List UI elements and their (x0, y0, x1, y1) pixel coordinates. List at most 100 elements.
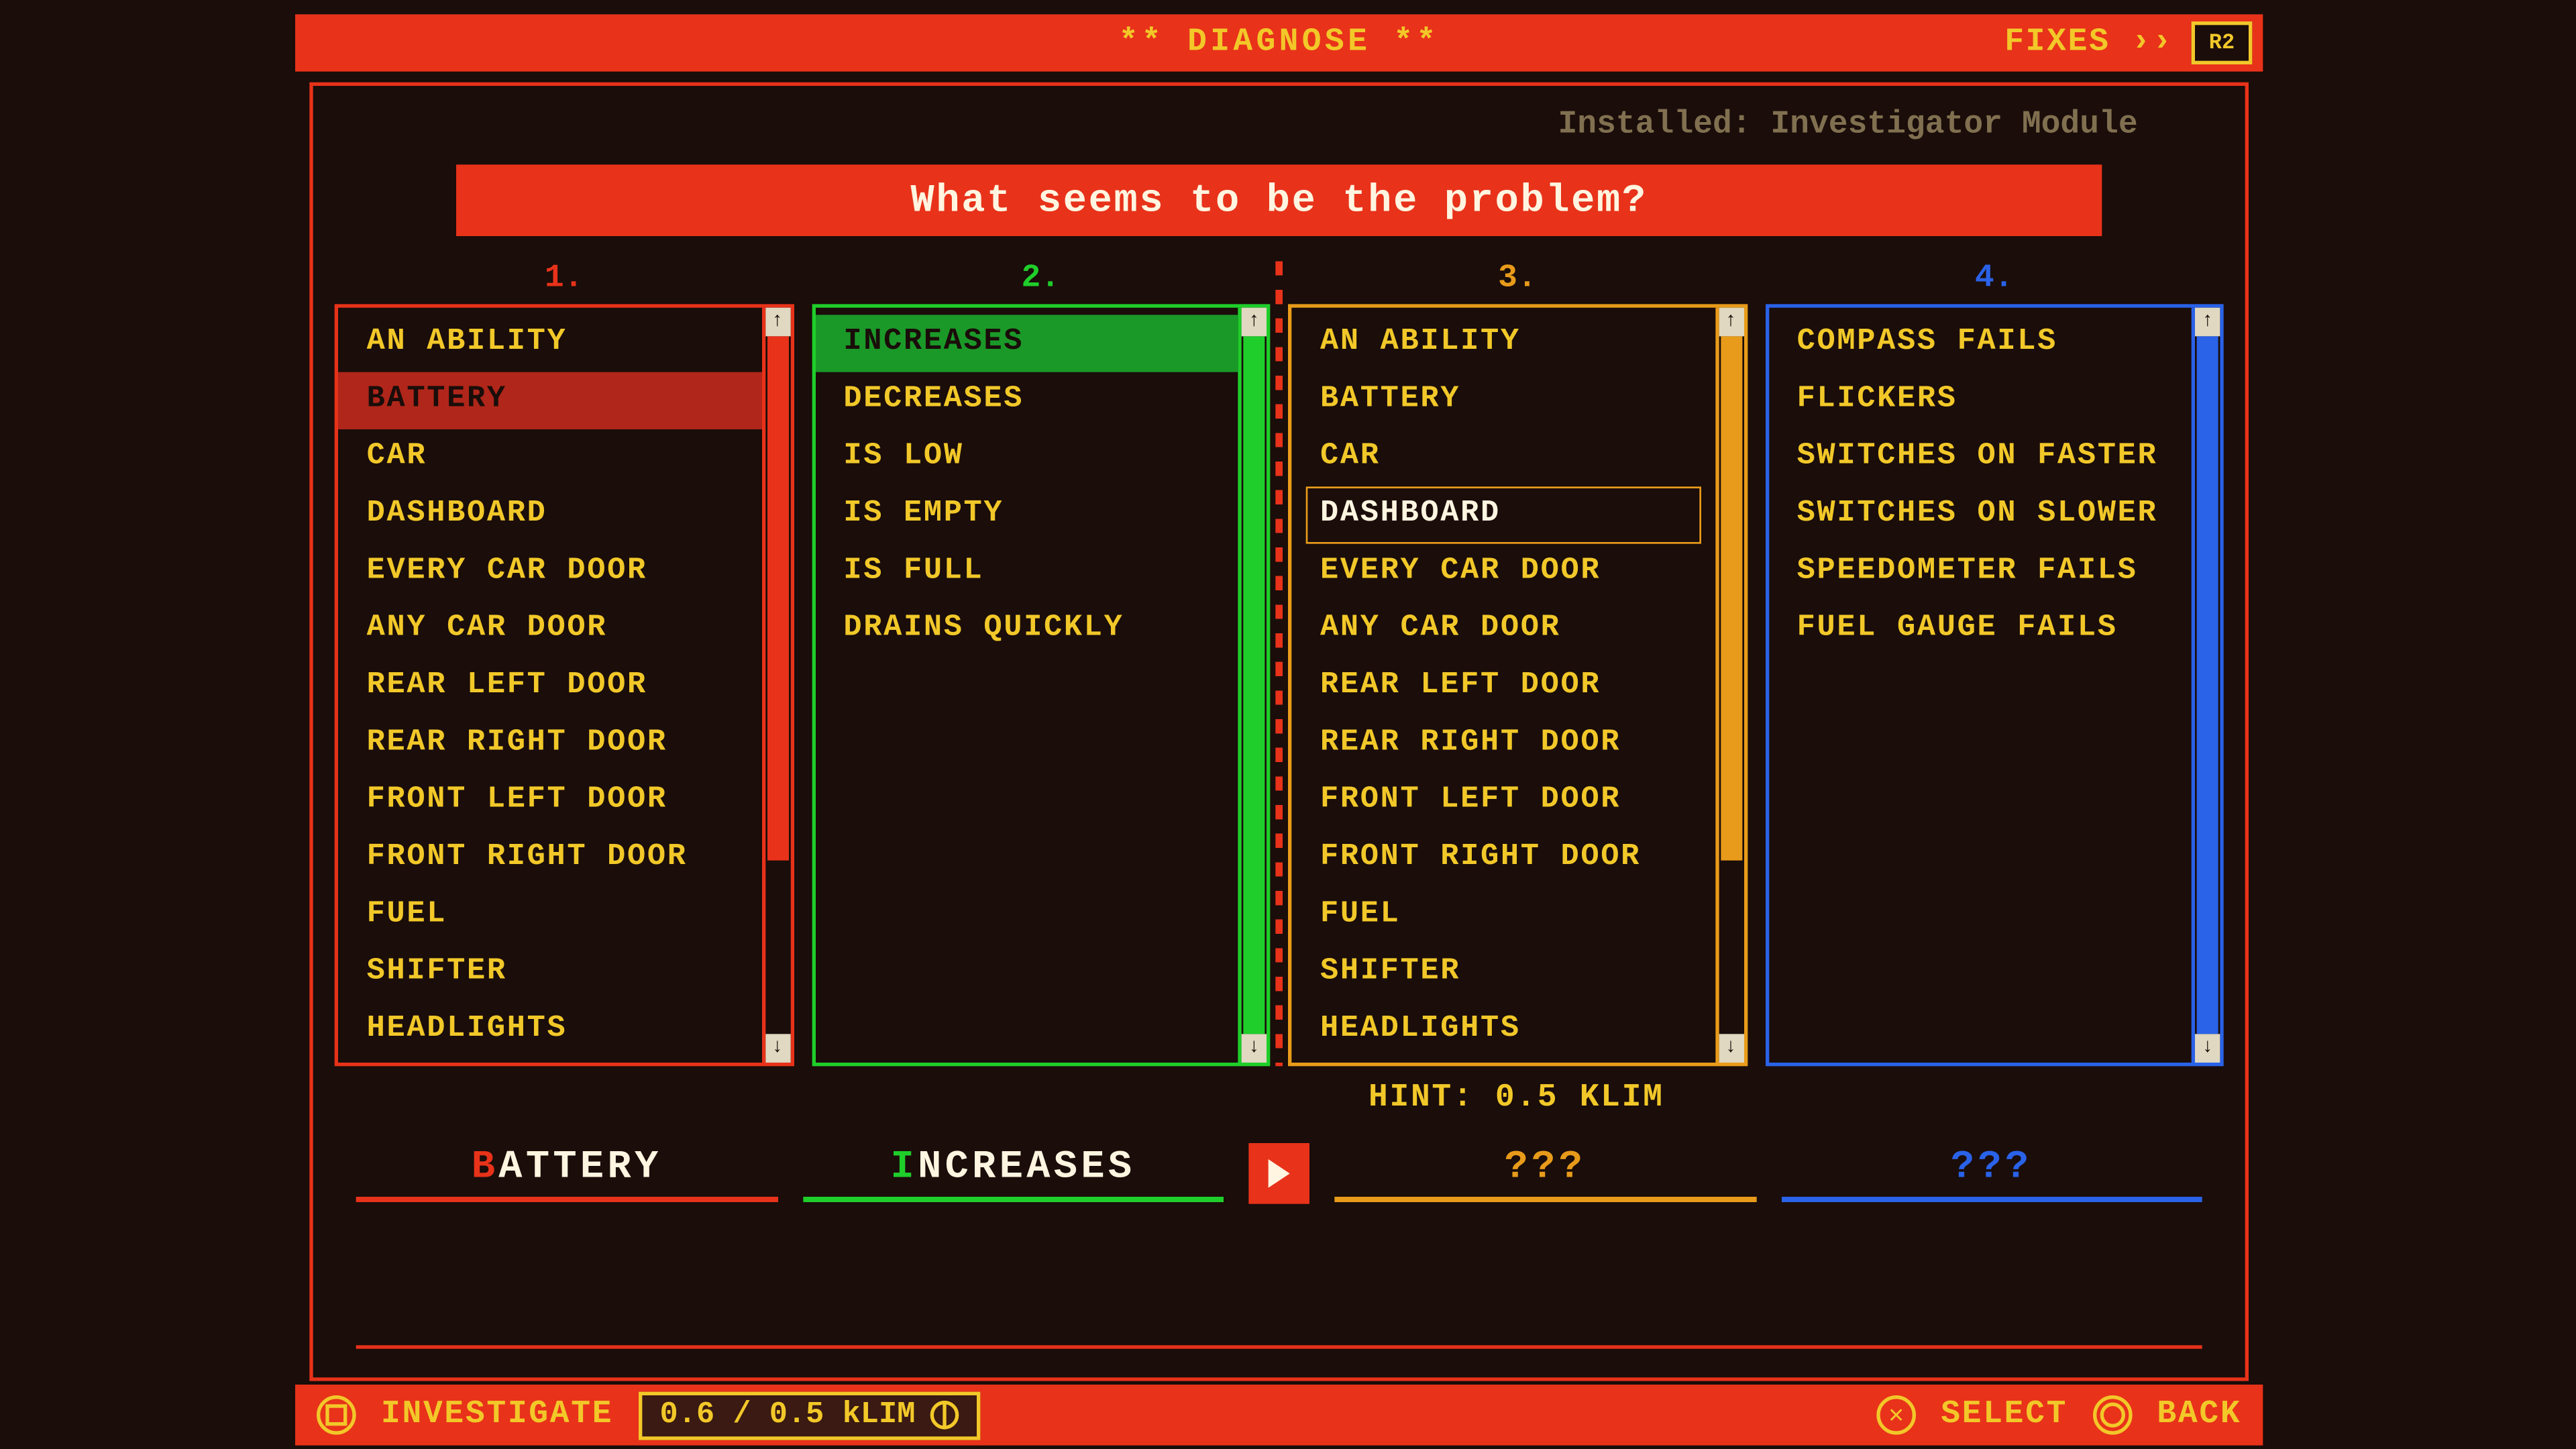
scrollbar[interactable]: ↑↓ (1715, 308, 1743, 1063)
list-item[interactable]: FUEL (1291, 888, 1715, 945)
list-item[interactable]: FUEL (338, 888, 761, 945)
list-item[interactable]: EVERY CAR DOOR (338, 544, 761, 601)
list-item[interactable]: SWITCHES ON SLOWER (1768, 486, 2192, 543)
list-item[interactable]: ANY CAR DOOR (1291, 601, 1715, 658)
list-item[interactable]: REAR RIGHT DOOR (1291, 716, 1715, 773)
fixes-button[interactable]: FIXES ›› (2004, 25, 2174, 60)
list-item[interactable]: CAR (338, 429, 761, 486)
word-first-letter: ? (1951, 1145, 1978, 1190)
square-button-icon (317, 1395, 356, 1435)
list-item[interactable]: DRAINS QUICKLY (815, 601, 1238, 658)
column-number: 3. (1288, 261, 1747, 304)
list-item[interactable]: INCREASES (815, 315, 1238, 372)
x-button-icon (1876, 1395, 1916, 1435)
content-frame: Installed: Investigator Module What seem… (309, 83, 2249, 1381)
list-item[interactable]: CAR (1291, 429, 1715, 486)
scrollbar[interactable]: ↑↓ (1238, 308, 1267, 1063)
scrollbar[interactable]: ↑↓ (2192, 308, 2220, 1063)
scroll-track[interactable] (1718, 336, 1743, 1034)
scrollbar[interactable]: ↑↓ (761, 308, 790, 1063)
scroll-track[interactable] (2195, 336, 2220, 1034)
page-title: ** DIAGNOSE ** (1119, 25, 1440, 60)
terminal-window: ** DIAGNOSE ** FIXES ›› R2 Installed: In… (295, 14, 2263, 1445)
scroll-up-icon[interactable]: ↑ (1718, 308, 1743, 337)
list-inner: INCREASESDECREASESIS LOWIS EMPTYIS FULLD… (815, 308, 1238, 1063)
list-item[interactable]: SHIFTER (1291, 945, 1715, 1002)
list-inner: AN ABILITYBATTERYCARDASHBOARDEVERY CAR D… (338, 308, 761, 1063)
sentence-row: BATTERY INCREASES?????? (356, 1138, 2202, 1210)
list-item[interactable]: AN ABILITY (338, 315, 761, 372)
list-item[interactable]: FRONT LEFT DOOR (1291, 773, 1715, 830)
scroll-down-icon[interactable]: ↓ (1242, 1034, 1267, 1063)
select-button[interactable]: SELECT (1941, 1397, 2068, 1433)
list-item[interactable]: REAR RIGHT DOOR (338, 716, 761, 773)
bottom-rule (356, 1345, 2202, 1348)
listbox: COMPASS FAILSFLICKERSSWITCHES ON FASTERS… (1765, 304, 2224, 1066)
list-item[interactable]: ANY CAR DOOR (338, 601, 761, 658)
list-item[interactable]: HOOD (338, 1059, 761, 1063)
footer-bar: INVESTIGATE 0.6 / 0.5 kLIM SELECT BACK (295, 1385, 2263, 1446)
list-item[interactable]: SHIFTER (338, 945, 761, 1002)
scroll-thumb[interactable] (1720, 336, 1741, 859)
list-item[interactable]: BATTERY (338, 372, 761, 429)
list-item[interactable]: DASHBOARD (1306, 486, 1701, 543)
listbox: INCREASESDECREASESIS LOWIS EMPTYIS FULLD… (811, 304, 1270, 1066)
list-item[interactable]: SPEEDOMETER FAILS (1768, 544, 2192, 601)
word-first-letter: B (472, 1145, 499, 1190)
list-item[interactable]: HEADLIGHTS (338, 1002, 761, 1059)
list-item[interactable]: FRONT LEFT DOOR (338, 773, 761, 830)
sentence-word-2: INCREASES (802, 1145, 1224, 1202)
list-item[interactable]: SWITCHES ON FASTER (1768, 429, 2192, 486)
list-item[interactable]: EVERY CAR DOOR (1291, 544, 1715, 601)
scroll-down-icon[interactable]: ↓ (1718, 1034, 1743, 1063)
sentence-word-4: ??? (1781, 1145, 2202, 1202)
listbox: AN ABILITYBATTERYCARDASHBOARDEVERY CAR D… (1288, 304, 1747, 1066)
column-1: 1.AN ABILITYBATTERYCARDASHBOARDEVERY CAR… (335, 261, 794, 1066)
list-item[interactable]: FLICKERS (1768, 372, 2192, 429)
scroll-up-icon[interactable]: ↑ (2195, 308, 2220, 337)
list-item[interactable]: HOOD (1291, 1059, 1715, 1063)
column-number: 1. (335, 261, 794, 304)
scroll-track[interactable] (765, 336, 790, 1034)
word-rest: NCREASES (918, 1145, 1135, 1190)
listbox: AN ABILITYBATTERYCARDASHBOARDEVERY CAR D… (335, 304, 794, 1066)
word-rest: ?? (1978, 1145, 2032, 1190)
back-button[interactable]: BACK (2157, 1397, 2241, 1433)
scroll-thumb[interactable] (767, 336, 788, 859)
list-item[interactable]: AN ABILITY (1291, 315, 1715, 372)
list-item[interactable]: REAR LEFT DOOR (1291, 658, 1715, 715)
list-item[interactable]: FRONT RIGHT DOOR (1291, 830, 1715, 887)
word-rest: ATTERY (498, 1145, 661, 1190)
list-inner: COMPASS FAILSFLICKERSSWITCHES ON FASTERS… (1768, 308, 2192, 1063)
list-item[interactable]: DASHBOARD (338, 486, 761, 543)
list-item[interactable]: FRONT RIGHT DOOR (338, 830, 761, 887)
scroll-up-icon[interactable]: ↑ (1242, 308, 1267, 337)
column-2: 2.INCREASESDECREASESIS LOWIS EMPTYIS FUL… (811, 261, 1270, 1066)
scroll-down-icon[interactable]: ↓ (765, 1034, 790, 1063)
list-item[interactable]: IS EMPTY (815, 486, 1238, 543)
investigate-button[interactable]: INVESTIGATE (381, 1397, 613, 1433)
word-first-letter: ? (1505, 1145, 1532, 1190)
center-divider (1274, 261, 1285, 1066)
column-number: 4. (1765, 261, 2224, 304)
list-item[interactable]: IS LOW (815, 429, 1238, 486)
list-item[interactable]: FUEL GAUGE FAILS (1768, 601, 2192, 658)
scroll-thumb[interactable] (1243, 336, 1265, 1034)
play-button[interactable] (1248, 1143, 1309, 1204)
column-3: 3.AN ABILITYBATTERYCARDASHBOARDEVERY CAR… (1288, 261, 1747, 1066)
list-item[interactable]: BATTERY (1291, 372, 1715, 429)
klim-counter: 0.6 / 0.5 kLIM (639, 1391, 980, 1439)
list-inner: AN ABILITYBATTERYCARDASHBOARDEVERY CAR D… (1291, 308, 1715, 1063)
scroll-track[interactable] (1242, 336, 1267, 1034)
list-item[interactable]: IS FULL (815, 544, 1238, 601)
scroll-thumb[interactable] (2197, 336, 2218, 1034)
list-item[interactable]: DECREASES (815, 372, 1238, 429)
scroll-down-icon[interactable]: ↓ (2195, 1034, 2220, 1063)
sentence-word-1: BATTERY (356, 1145, 777, 1202)
list-item[interactable]: HEADLIGHTS (1291, 1002, 1715, 1059)
title-bar: ** DIAGNOSE ** FIXES ›› R2 (295, 14, 2263, 71)
list-item[interactable]: COMPASS FAILS (1768, 315, 2192, 372)
scroll-up-icon[interactable]: ↑ (765, 308, 790, 337)
list-item[interactable]: REAR LEFT DOOR (338, 658, 761, 715)
klim-value: 0.6 / 0.5 kLIM (660, 1398, 916, 1432)
